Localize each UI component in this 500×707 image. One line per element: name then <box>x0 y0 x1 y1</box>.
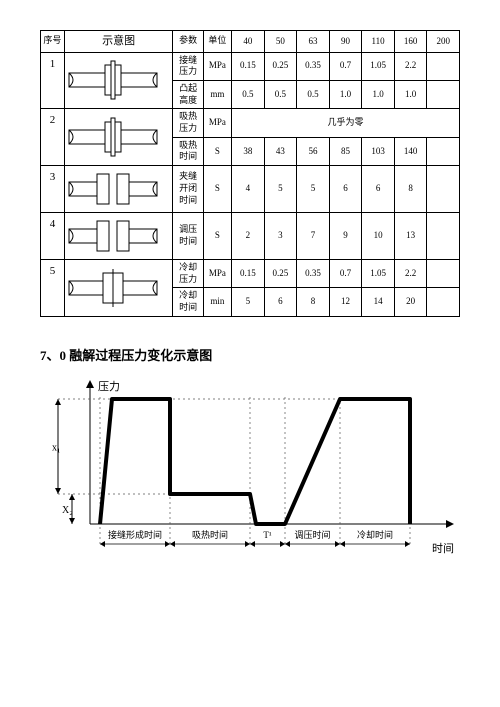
param-unit: mm <box>203 80 231 108</box>
table-row: 3 夹缝开闭时间 S 4 5 5 6 6 8 <box>41 166 460 213</box>
diagram-cell <box>64 52 173 109</box>
seq-cell: 5 <box>41 260 65 317</box>
pipe-diagram-icon <box>67 168 159 210</box>
param-name: 夹缝开闭时间 <box>173 166 203 213</box>
svg-text:X₂: X₂ <box>62 505 73 516</box>
header-v2: 63 <box>297 31 330 53</box>
header-seq: 序号 <box>41 31 65 53</box>
section-title: 7、0 融解过程压力变化示意图 <box>40 345 460 364</box>
diagram-cell <box>64 260 173 317</box>
header-v5: 160 <box>394 31 427 53</box>
table-row: 2 吸热压力 MPa 几乎为零 <box>41 109 460 137</box>
header-unit: 单位 <box>203 31 231 53</box>
diagram-cell <box>64 213 173 260</box>
header-v6: 200 <box>427 31 460 53</box>
pipe-diagram-icon <box>67 267 159 309</box>
param-unit: S <box>203 213 231 260</box>
svg-text:吸热时间: 吸热时间 <box>192 529 228 540</box>
table-row: 4 调压时间 S 2 3 7 9 10 13 <box>41 213 460 260</box>
svg-text:x₁: x₁ <box>52 442 61 453</box>
svg-text:调压时间: 调压时间 <box>294 529 330 540</box>
param-unit: min <box>203 288 231 316</box>
parameters-table: 序号 示意图 参数 单位 40 50 63 90 110 160 200 1 接… <box>40 30 460 317</box>
svg-text:冷却时间: 冷却时间 <box>357 529 393 540</box>
table-header-row: 序号 示意图 参数 单位 40 50 63 90 110 160 200 <box>41 31 460 53</box>
header-v1: 50 <box>264 31 297 53</box>
table-row: 1 接缝压力 MPa 0.15 0.25 0.35 0.7 1.05 2.2 <box>41 52 460 80</box>
pressure-chart-svg: 压力时间 x₁ X₂ 接缝形成时间 吸热时间 T¹ 调压时间 冷却时间 <box>40 374 460 574</box>
param-unit: MPa <box>203 52 231 80</box>
header-diagram: 示意图 <box>64 31 173 53</box>
seq-cell: 4 <box>41 213 65 260</box>
param-name: 吸热时间 <box>173 137 203 165</box>
param-name: 吸热压力 <box>173 109 203 137</box>
param-unit: S <box>203 137 231 165</box>
pipe-diagram-icon <box>67 116 159 158</box>
svg-text:接缝形成时间: 接缝形成时间 <box>108 529 162 540</box>
header-param: 参数 <box>173 31 203 53</box>
pipe-diagram-icon <box>67 59 159 101</box>
svg-text:时间: 时间 <box>432 542 454 555</box>
pipe-diagram-icon <box>67 215 159 257</box>
param-unit: S <box>203 166 231 213</box>
param-name: 冷却时间 <box>173 288 203 316</box>
param-name: 冷却压力 <box>173 260 203 288</box>
svg-text:压力: 压力 <box>98 380 120 393</box>
diagram-cell <box>64 109 173 166</box>
seq-cell: 3 <box>41 166 65 213</box>
param-name: 凸起高度 <box>173 80 203 108</box>
param-name: 调压时间 <box>173 213 203 260</box>
param-unit: MPa <box>203 260 231 288</box>
svg-text:T¹: T¹ <box>263 530 271 540</box>
header-v0: 40 <box>232 31 265 53</box>
param-unit: MPa <box>203 109 231 137</box>
param-name: 接缝压力 <box>173 52 203 80</box>
header-v3: 90 <box>329 31 362 53</box>
merged-cell: 几乎为零 <box>232 109 460 137</box>
header-v4: 110 <box>362 31 395 53</box>
table-row: 5 冷却压力 MPa 0.15 0.25 0.35 0.7 1.05 2.2 <box>41 260 460 288</box>
seq-cell: 1 <box>41 52 65 109</box>
pressure-chart: 压力时间 x₁ X₂ 接缝形成时间 吸热时间 T¹ 调压时间 冷却时间 <box>40 374 460 574</box>
diagram-cell <box>64 166 173 213</box>
seq-cell: 2 <box>41 109 65 166</box>
